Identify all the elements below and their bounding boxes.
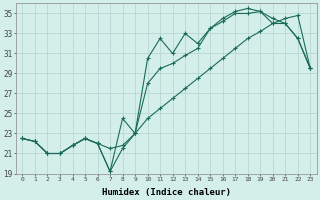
X-axis label: Humidex (Indice chaleur): Humidex (Indice chaleur) xyxy=(102,188,231,197)
